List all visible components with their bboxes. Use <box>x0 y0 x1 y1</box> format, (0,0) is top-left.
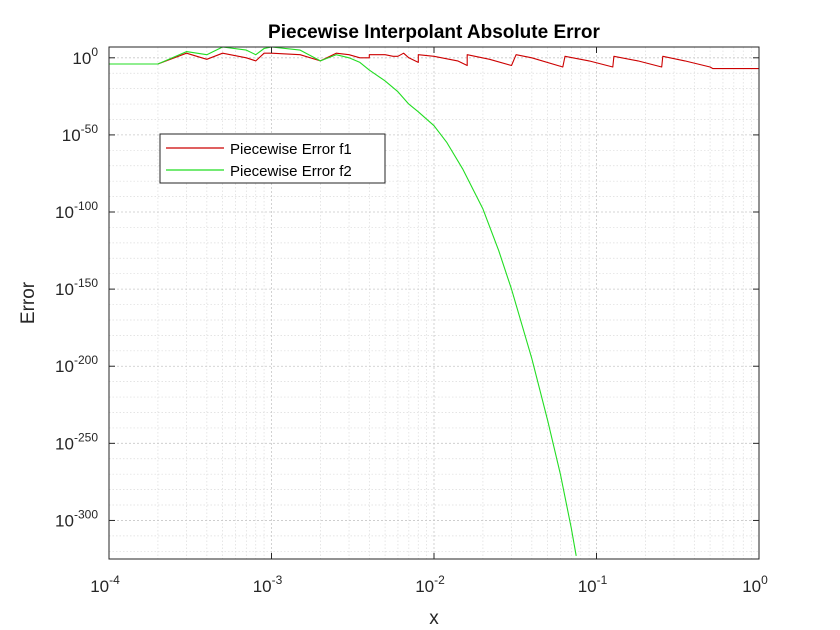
x-tick-label: 10-4 <box>90 573 120 596</box>
tick-marks <box>108 47 760 559</box>
y-tick-label: 100 <box>72 45 98 68</box>
x-tick-label: 10-2 <box>415 573 445 596</box>
y-tick-label: 10-50 <box>62 122 99 145</box>
x-tick-label: 100 <box>742 573 768 596</box>
minor-grid <box>109 47 759 559</box>
chart-title: Piecewise Interpolant Absolute Error <box>268 22 600 43</box>
x-tick-labels: 10-4 10-3 10-2 10-1 100 <box>90 573 768 596</box>
y-tick-labels: 100 10-50 10-100 10-150 10-200 10-250 10-300 <box>55 45 98 531</box>
x-axis-label: x <box>429 608 439 629</box>
y-tick-label: 10-100 <box>55 199 98 222</box>
legend-label-f2: Piecewise Error f2 <box>230 163 352 180</box>
y-tick-label: 10-200 <box>55 353 98 376</box>
series-layer <box>109 46 759 556</box>
x-tick-label: 10-3 <box>253 573 283 596</box>
x-tick-label: 10-1 <box>578 573 608 596</box>
y-tick-label: 10-300 <box>55 507 98 530</box>
y-tick-label: 10-250 <box>55 430 98 453</box>
series-line-f2 <box>109 46 577 556</box>
y-tick-label: 10-150 <box>55 276 98 299</box>
legend-label-f1: Piecewise Error f1 <box>230 141 352 158</box>
y-axis-label: Error <box>18 281 39 324</box>
legend-box <box>159 133 386 184</box>
legend: Piecewise Error f1 Piecewise Error f2 <box>159 133 386 184</box>
series-line-f1 <box>109 52 759 70</box>
